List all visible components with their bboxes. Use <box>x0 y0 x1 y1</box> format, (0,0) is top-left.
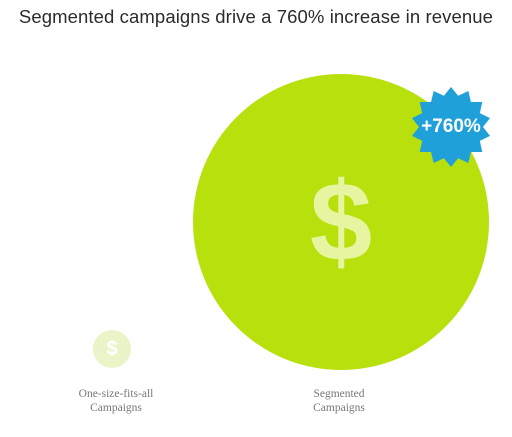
label-line: Campaigns <box>90 402 142 414</box>
page-title: Segmented campaigns drive a 760% increas… <box>18 6 494 27</box>
one-size-fits-all-label: One-size-fits-all Campaigns <box>56 387 176 415</box>
one-size-fits-all-circle <box>93 330 131 368</box>
segmented-label: Segmented Campaigns <box>279 387 399 415</box>
dollar-icon: $ <box>106 338 118 360</box>
starburst-shape <box>412 87 490 167</box>
badge-percentage: +760% <box>421 116 481 137</box>
dollar-icon: $ <box>309 159 373 284</box>
label-line: Segmented <box>313 388 365 400</box>
label-line: One-size-fits-all <box>78 388 154 400</box>
starburst-badge <box>410 86 492 168</box>
label-line: Campaigns <box>313 402 365 414</box>
